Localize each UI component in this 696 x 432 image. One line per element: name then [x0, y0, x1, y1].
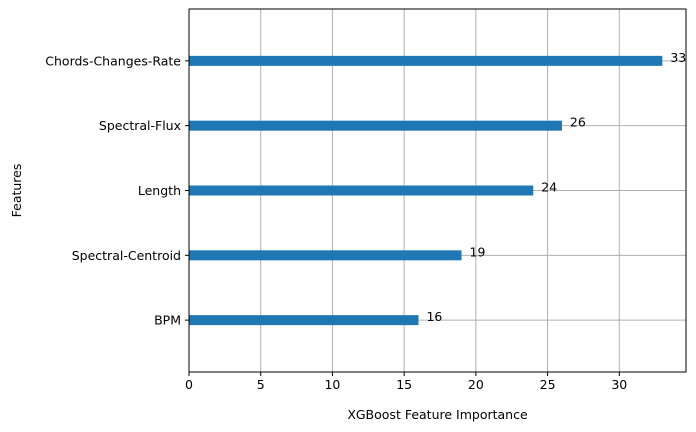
x-tick-label: 0: [185, 377, 193, 392]
bar-value-label: 33: [670, 50, 686, 65]
y-tick-label: BPM: [154, 313, 181, 328]
bar-bpm: [189, 315, 419, 326]
x-axis-ticks: 0 5 10 15 20 25 30: [185, 372, 627, 392]
y-tick-label: Spectral-Flux: [99, 118, 181, 133]
x-axis-label: XGBoost Feature Importance: [347, 407, 528, 422]
bar-value-label: 24: [541, 180, 557, 195]
bar-length: [189, 185, 534, 196]
y-axis-ticks: BPM Spectral-Centroid Length Spectral-Flux C…: [45, 53, 189, 328]
x-tick-label: 10: [324, 377, 340, 392]
bar-spectral-flux: [189, 120, 562, 131]
y-tick-label: Length: [138, 183, 181, 198]
y-tick-label: Chords-Changes-Rate: [45, 53, 181, 68]
bar-value-label: 26: [570, 115, 586, 130]
bars-layer: [189, 55, 663, 326]
x-tick-label: 15: [396, 377, 412, 392]
y-axis-label: Features: [9, 164, 24, 218]
x-tick-label: 25: [540, 377, 556, 392]
bar-chords-changes-rate: [189, 55, 663, 66]
x-tick-label: 30: [611, 377, 627, 392]
bar-spectral-centroid: [189, 250, 462, 261]
y-tick-label: Spectral-Centroid: [72, 248, 181, 263]
bar-value-label: 19: [470, 244, 486, 259]
x-tick-label: 5: [257, 377, 265, 392]
x-tick-label: 20: [468, 377, 484, 392]
bar-value-label: 16: [426, 309, 442, 324]
value-labels-layer: 16 19 24 26 33: [426, 50, 686, 324]
